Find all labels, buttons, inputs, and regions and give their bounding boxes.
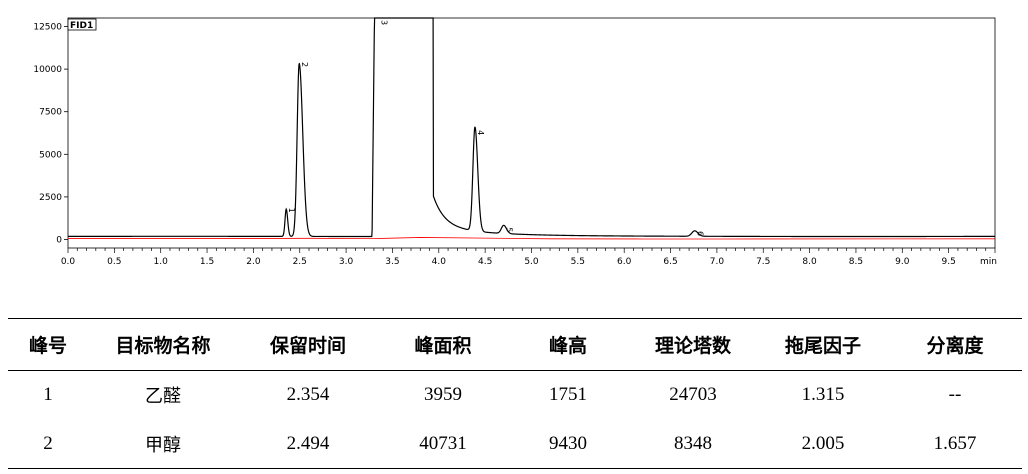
x-tick-label: 1.0 xyxy=(154,257,169,267)
header-resolution: 分离度 xyxy=(888,318,1022,371)
cell-target-name: 甲醇 xyxy=(88,419,238,469)
cell-resolution: 1.657 xyxy=(888,419,1022,469)
y-tick-label: 2500 xyxy=(39,193,62,203)
peak-label: 6 xyxy=(696,231,705,236)
peak-label: 3 xyxy=(380,20,389,25)
cell-peak-height: 9430 xyxy=(508,419,628,469)
y-axis: 0 2500 5000 7500 10000 12500 xyxy=(33,23,68,245)
cell-retention-time: 2.354 xyxy=(286,384,330,406)
cell-tailing-factor: 1.315 xyxy=(801,384,845,406)
header-retention-time: 保留时间 xyxy=(238,318,378,371)
cell-retention-time: 2.494 xyxy=(238,419,378,469)
x-tick-label: 9.5 xyxy=(941,257,955,267)
x-tick-label: 8.5 xyxy=(849,257,863,267)
y-tick-label: 0 xyxy=(56,235,62,245)
x-tick-label: 7.0 xyxy=(710,257,725,267)
peak-label: 5 xyxy=(505,227,514,232)
peak-label: 1 xyxy=(287,208,296,213)
header-tailing-factor: 拖尾因子 xyxy=(758,318,888,371)
integration-baseline xyxy=(68,237,996,240)
cell-peak-no: 2 xyxy=(8,419,88,469)
peak-labels: 1 2 3 4 5 6 xyxy=(287,20,704,236)
cell-resolution: -- xyxy=(948,384,962,406)
cell-theoretical-plates: 24703 xyxy=(669,384,717,406)
cell-target-name: 乙醛 xyxy=(145,386,181,408)
chromatogram-chart: 0 2500 5000 7500 10000 12500 0.0 0.5 1.0 1.5 2.0 2… xyxy=(33,17,997,267)
y-tick-label: 12500 xyxy=(33,23,62,33)
x-axis: 0.0 0.5 1.0 1.5 2.0 2.5 3.0 3.5 4.0 4.5 5.0 5.5 6.0 6… xyxy=(61,248,996,267)
peak-results-table: 峰号 目标物名称 保留时间 峰面积 峰高 理论塔数 拖尾因子 分离度 1 乙醛 … xyxy=(8,318,1022,469)
y-tick-label: 7500 xyxy=(39,108,62,118)
x-tick-label: 1.5 xyxy=(200,257,214,267)
x-tick-label: 0.5 xyxy=(107,257,121,267)
x-tick-label: 4.0 xyxy=(432,257,447,267)
x-tick-label: 3.5 xyxy=(385,257,399,267)
y-tick-label: 10000 xyxy=(33,65,62,75)
header-target-name: 目标物名称 xyxy=(88,318,238,371)
x-tick-label: 8.0 xyxy=(802,257,817,267)
x-tick-label: 5.5 xyxy=(571,257,585,267)
plot-border xyxy=(67,17,996,249)
chromatogram-trace xyxy=(68,17,995,238)
x-tick-label: 9.0 xyxy=(895,257,910,267)
table-header-row: 峰号 目标物名称 保留时间 峰面积 峰高 理论塔数 拖尾因子 分离度 xyxy=(8,318,1022,371)
x-tick-label: 0.0 xyxy=(61,257,76,267)
cell-peak-area: 3959 xyxy=(424,384,462,406)
header-peak-height: 峰高 xyxy=(508,318,628,371)
x-tick-label: 5.0 xyxy=(524,257,539,267)
cell-tailing-factor: 2.005 xyxy=(758,419,888,469)
x-tick-label: 2.0 xyxy=(246,257,261,267)
plot-area xyxy=(67,17,996,249)
cell-theoretical-plates: 8348 xyxy=(628,419,758,469)
header-peak-area: 峰面积 xyxy=(378,318,508,371)
x-unit-label: min xyxy=(980,257,997,267)
header-peak-no: 峰号 xyxy=(8,318,88,371)
x-tick-label: 3.0 xyxy=(339,257,354,267)
x-tick-label: 7.5 xyxy=(756,257,770,267)
cell-peak-height: 1751 xyxy=(549,384,587,406)
peak-label: 4 xyxy=(476,130,485,135)
header-theoretical-plates: 理论塔数 xyxy=(628,318,758,371)
x-tick-label: 4.5 xyxy=(478,257,492,267)
peak-label: 2 xyxy=(300,62,309,67)
table-row: 1 乙醛 2.354 3959 1751 24703 1.315 -- xyxy=(8,371,1022,420)
y-tick-label: 5000 xyxy=(39,150,62,160)
detector-legend: FID1 xyxy=(67,18,97,31)
cell-peak-area: 40731 xyxy=(378,419,508,469)
detector-label: FID1 xyxy=(70,21,93,31)
table-row: 2 甲醇 2.494 40731 9430 8348 2.005 1.657 xyxy=(8,419,1022,469)
cell-peak-no: 1 xyxy=(43,384,53,406)
x-tick-label: 6.0 xyxy=(617,257,632,267)
x-tick-label: 6.5 xyxy=(663,257,677,267)
x-tick-label: 2.5 xyxy=(293,257,307,267)
